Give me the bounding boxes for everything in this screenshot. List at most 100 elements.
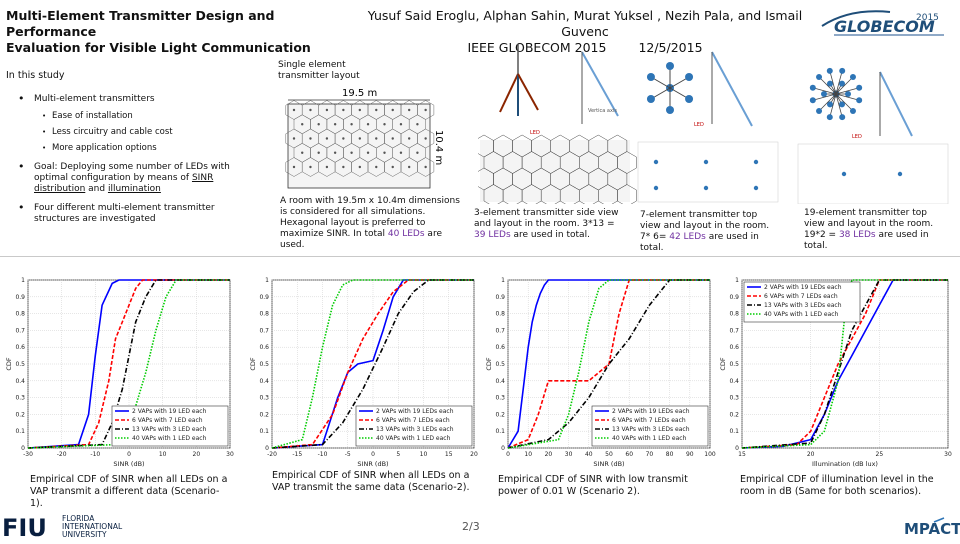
led-point	[366, 123, 370, 126]
x-tick-label: -10	[318, 451, 328, 458]
legend-entry: 6 VAPs with 7 LEDs each	[376, 417, 450, 424]
led-element	[826, 114, 833, 121]
structure-19-led-label: LED	[852, 134, 862, 140]
y-tick-label: 0.8	[259, 311, 269, 318]
y-tick-label: 0.6	[15, 344, 25, 351]
series-line-1	[741, 279, 948, 449]
series-line-2	[741, 279, 948, 449]
y-tick-label: 0.1	[15, 428, 25, 435]
y-tick-label: 1	[21, 277, 25, 284]
led-point	[416, 123, 419, 126]
led-element	[827, 80, 833, 87]
single-caption-text: A room with 19.5m x 10.4m dimensions is …	[280, 196, 460, 239]
y-tick-label: 0.9	[259, 294, 269, 301]
fiu-logo-line1: FLORIDA	[62, 514, 95, 523]
room-layout: 19.5 m 10.4 m	[280, 86, 450, 202]
x-tick-label: 20	[807, 451, 815, 458]
led-arm	[835, 93, 860, 101]
led-point	[375, 137, 378, 140]
x-tick-label: 5	[396, 451, 400, 458]
series-line-1	[507, 279, 710, 449]
mpact-logo-graphic: MPACT	[904, 517, 960, 538]
led-point	[309, 108, 312, 112]
globecom-logo-year: 2015	[916, 13, 939, 23]
led-point	[424, 165, 427, 169]
vap-position	[841, 171, 847, 177]
led-point	[366, 151, 370, 154]
chart-3-svg: 0 10 20 30 40 50 60 70 80 90 100 0 0.1 0.2 0.3 0.4 0.5 0.…	[485, 277, 716, 468]
led-point	[407, 108, 411, 112]
hex-cell	[417, 157, 435, 177]
section-divider	[0, 256, 960, 257]
led-element	[816, 74, 823, 81]
y-tick-label: 0.2	[259, 411, 269, 418]
study-sub-1: Ease of installation	[34, 111, 238, 122]
x-tick-label: 15	[445, 451, 453, 458]
y-tick-label: 0.5	[15, 361, 25, 368]
led-point	[325, 165, 329, 169]
led-point	[317, 123, 320, 126]
y-tick-label: 0.3	[259, 395, 269, 402]
room-width-label: 19.5 m	[342, 88, 377, 99]
x-tick-label: -20	[267, 451, 277, 458]
led-arm	[818, 76, 837, 95]
legend-entry: 2 VAPs with 19 LEDs each	[612, 408, 690, 415]
x-axis-label: SINR (dB)	[357, 460, 388, 468]
y-axis-label: CDF	[719, 357, 727, 371]
series-line-1	[27, 279, 230, 449]
led-element	[816, 107, 823, 114]
led-point	[358, 108, 362, 112]
study-heading: In this study	[6, 70, 65, 81]
led-point	[424, 108, 427, 112]
led-point	[342, 108, 345, 112]
y-tick-label: 0.8	[729, 311, 739, 318]
paper-title-line2: Evaluation for Visible Light Communicati…	[6, 40, 311, 55]
single-label: Single element transmitter layout	[278, 60, 360, 82]
x-axis-label: SINR (dB)	[113, 460, 144, 468]
legend-box	[743, 281, 861, 323]
y-tick-label: 0.7	[729, 327, 739, 334]
y-tick-label: 0.7	[259, 327, 269, 334]
y-tick-label: 0	[501, 445, 505, 452]
vap-position	[653, 185, 659, 191]
y-tick-label: 1	[501, 277, 505, 284]
vap-position	[753, 185, 759, 191]
legend-entry: 6 VAPs with 7 LEDs each	[612, 417, 686, 424]
study-bullet-multi-text: Multi-element transmitters	[34, 94, 155, 104]
structure-3-caption-leds: 39 LEDs	[474, 230, 511, 240]
legend-entry: 2 VAPs with 19 LEDs each	[764, 284, 842, 291]
structure-19-caption: 19-element transmitter top view and layo…	[804, 208, 950, 252]
led-point	[292, 108, 296, 112]
y-tick-label: 0.7	[495, 327, 505, 334]
authors-block: Yusuf Said Eroglu, Alphan Sahin, Murat Y…	[360, 8, 810, 56]
structure-19-dot-layout	[841, 171, 903, 177]
led-point	[399, 123, 403, 126]
led-arm	[812, 93, 837, 101]
y-tick-label: 0.4	[495, 378, 505, 385]
x-tick-label: -20	[57, 451, 67, 458]
structure-7-led-label: LED	[694, 122, 704, 128]
room-height-label: 10.4 m	[433, 130, 444, 165]
led-element	[646, 73, 655, 81]
structure-19-caption-leds: 38 LEDs	[838, 230, 876, 240]
y-tick-label: 0.8	[15, 311, 25, 318]
legend-entry: 13 VAPs with 3 LED each	[132, 426, 207, 433]
led-arm	[835, 93, 843, 118]
y-tick-label: 0.5	[495, 361, 505, 368]
led-element	[839, 114, 846, 121]
led-point	[358, 165, 362, 169]
structure-7-caption-end: are used in total.	[640, 232, 759, 253]
series-line-2	[507, 279, 710, 449]
y-tick-label: 0.2	[495, 411, 505, 418]
legend-entry: 2 VAPs with 19 LEDs each	[376, 408, 454, 415]
y-tick-label: 0.6	[495, 344, 505, 351]
led-element	[809, 84, 816, 91]
x-tick-label: 10	[420, 451, 428, 458]
led-point	[317, 151, 320, 154]
x-tick-label: 100	[704, 451, 716, 458]
led-point	[416, 151, 419, 154]
x-tick-label: 20	[545, 451, 553, 458]
x-tick-label: 40	[585, 451, 593, 458]
x-tick-label: -5	[345, 451, 351, 458]
single-caption-end: are used.	[280, 229, 442, 250]
